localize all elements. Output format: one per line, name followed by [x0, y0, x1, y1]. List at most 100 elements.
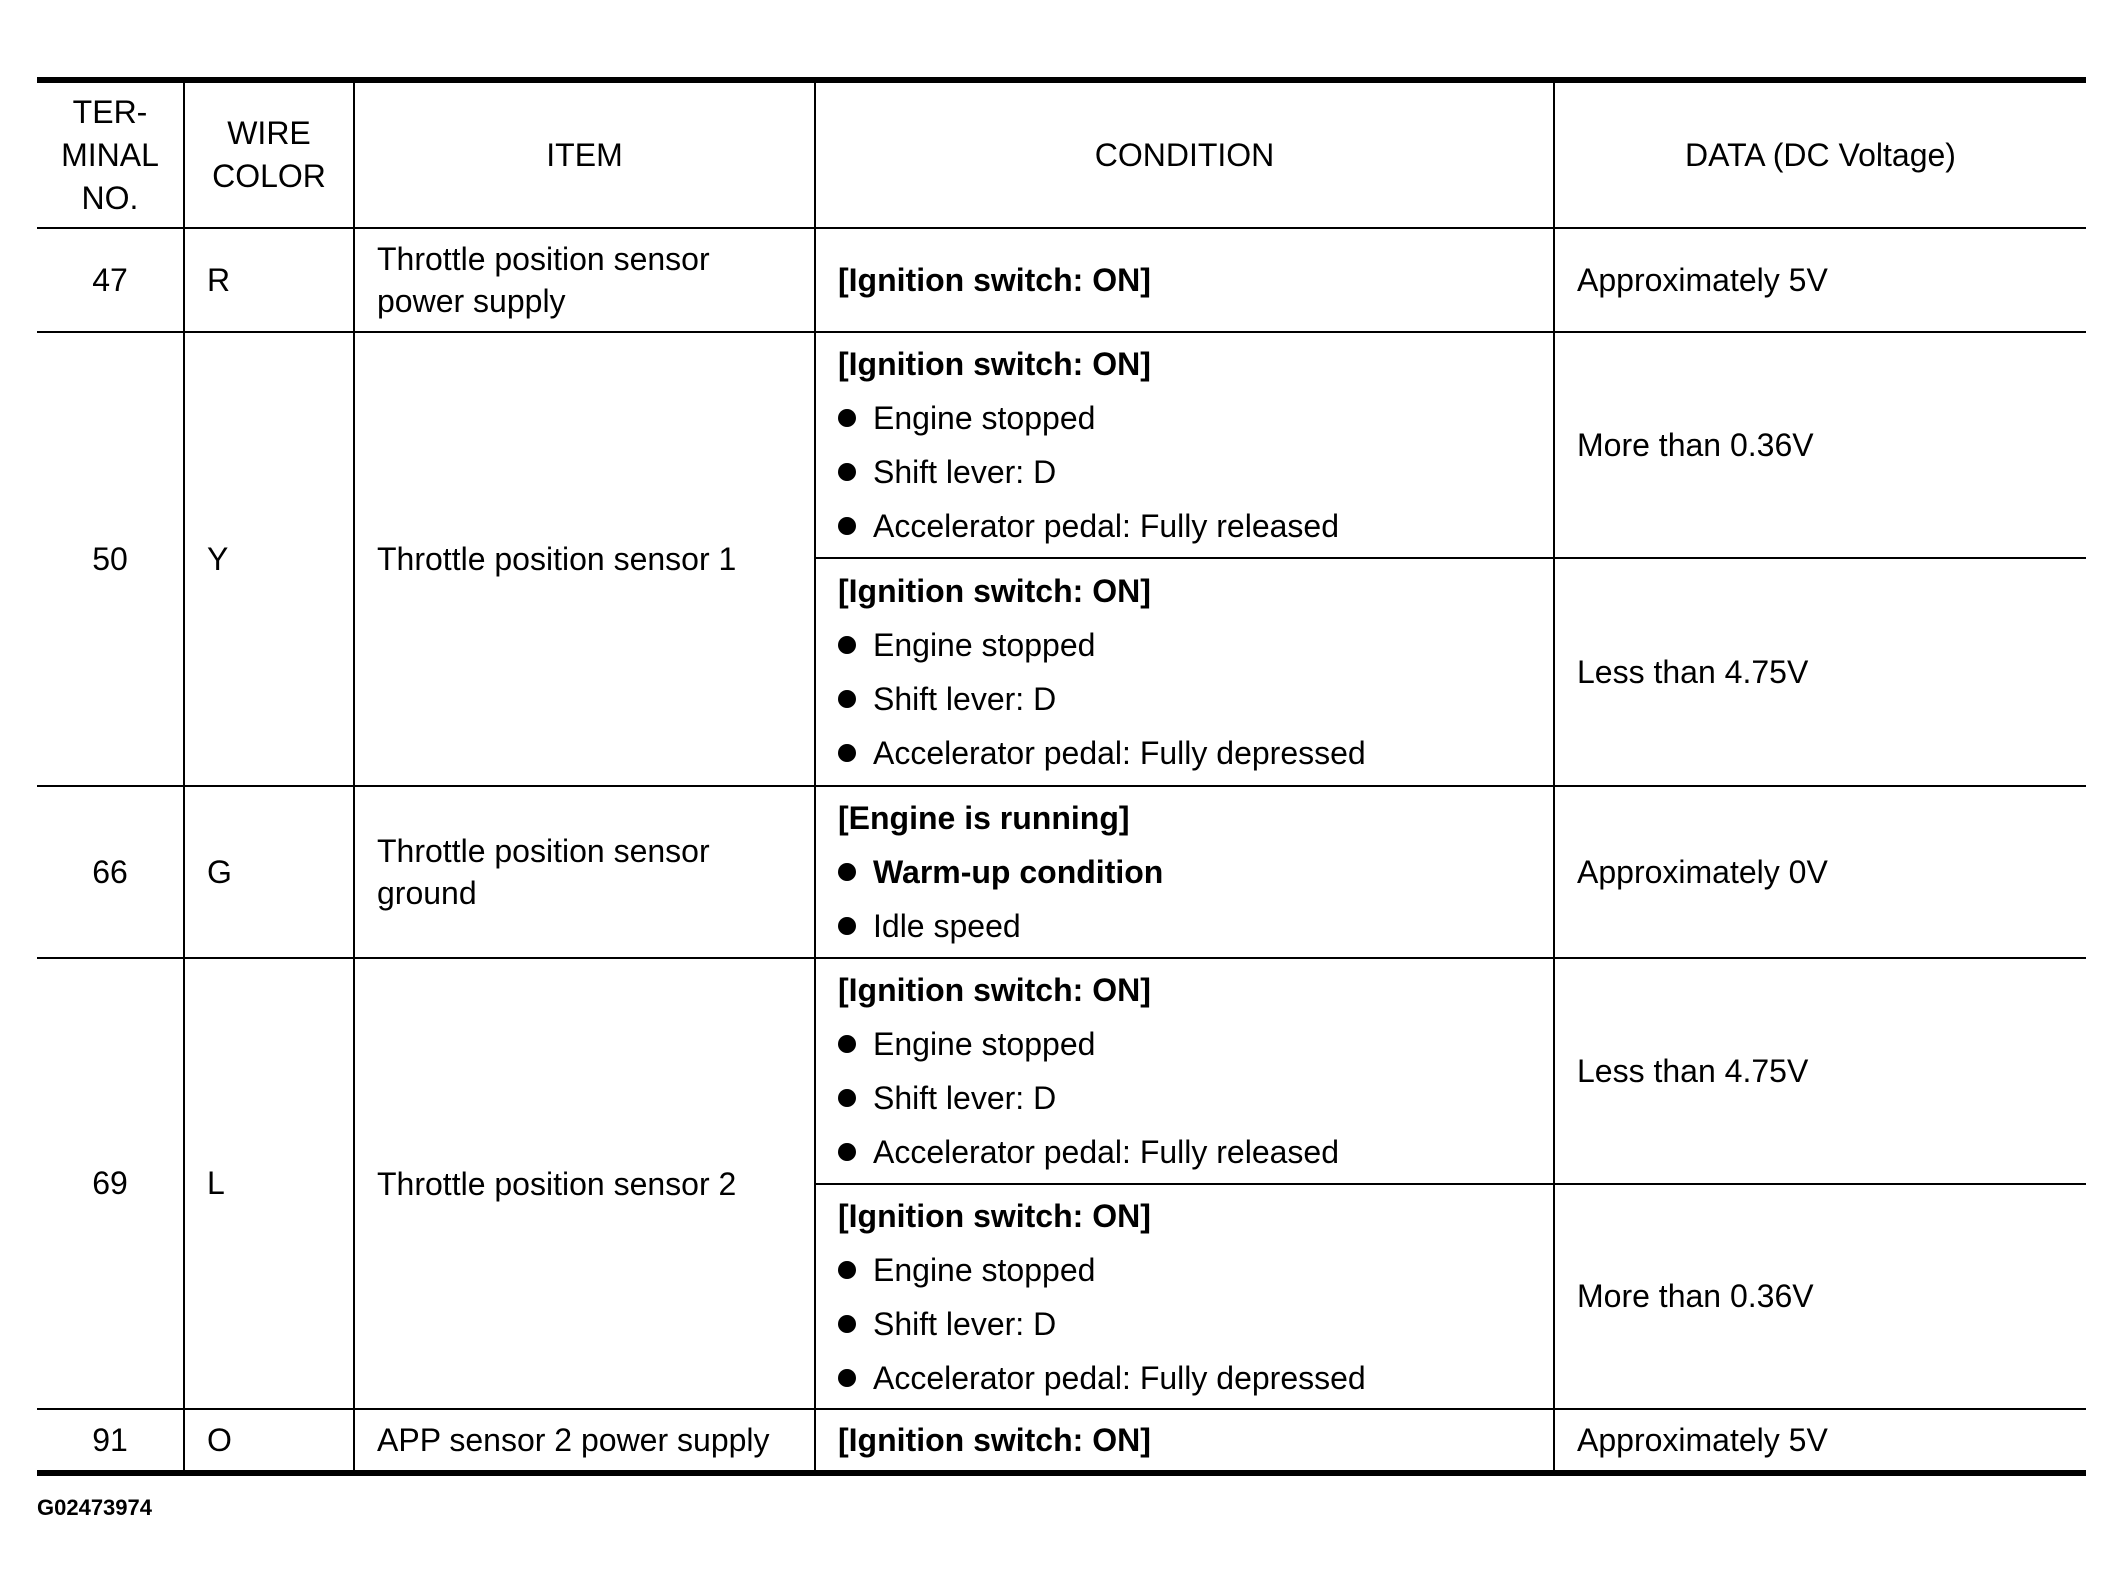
- wire-color-cell: O: [183, 1408, 355, 1476]
- header-row: TER- MINAL NO. WIRE COLOR ITEM CONDITION DA…: [37, 77, 2086, 229]
- bullet-icon: [838, 690, 856, 708]
- terminal-data-table: TER- MINAL NO. WIRE COLOR ITEM CONDITION DA…: [37, 77, 2086, 1476]
- item-line: power supply: [377, 283, 566, 319]
- condition-bullet: Shift lever: D: [838, 1297, 1553, 1351]
- wire-color-cell: Y: [183, 331, 355, 787]
- table-row: 69 L Throttle position sensor 2 [Ignition s…: [37, 957, 2086, 1410]
- item-cell: APP sensor 2 power supply: [353, 1408, 816, 1476]
- bullet-text: Engine stopped: [873, 400, 1096, 436]
- condition-bullet: Engine stopped: [838, 1017, 1553, 1071]
- header-item: ITEM: [353, 77, 816, 229]
- item-cell: Throttle position sensor ground: [353, 785, 816, 959]
- table-row: 91 O APP sensor 2 power supply [Ignition sw…: [37, 1408, 2086, 1476]
- condition-bullet: Engine stopped: [838, 391, 1553, 445]
- header-line: NO.: [81, 179, 139, 216]
- table-row: 47 R Throttle position sensor power supply […: [37, 227, 2086, 333]
- data-cell: Less than 4.75V: [1553, 957, 2086, 1185]
- bullet-icon: [838, 1314, 856, 1333]
- bullet-text: Shift lever: D: [873, 681, 1057, 717]
- data-cell: Less than 4.75V: [1553, 557, 2086, 787]
- condition-cell: [Ignition switch: ON] Engine stopped Shift…: [814, 331, 1555, 559]
- bullet-text: Warm-up condition: [873, 854, 1164, 890]
- condition-bullet: Accelerator pedal: Fully depressed: [838, 726, 1553, 780]
- header-line: MINAL: [61, 136, 159, 173]
- condition-header: [Ignition switch: ON]: [838, 1422, 1151, 1458]
- item-line: APP sensor 2 power supply: [377, 1422, 770, 1458]
- table-row: 66 G Throttle position sensor ground [Engine…: [37, 785, 2086, 959]
- terminal-cell: 91: [37, 1408, 185, 1476]
- item-cell: Throttle position sensor 1: [353, 331, 816, 787]
- table-row: [Ignition switch: ON] Engine stopped Shift…: [37, 1183, 2086, 1410]
- bullet-text: Accelerator pedal: Fully depressed: [873, 735, 1366, 771]
- item-line: Throttle position sensor 2: [377, 1165, 737, 1202]
- bullet-text: Shift lever: D: [873, 454, 1057, 490]
- header-condition: CONDITION: [814, 77, 1555, 229]
- bullet-text: Engine stopped: [873, 627, 1096, 663]
- header-line: COLOR: [212, 158, 326, 194]
- table-row: 50 Y Throttle position sensor 1 [Ignition s…: [37, 331, 2086, 787]
- condition-header: [Ignition switch: ON]: [838, 972, 1151, 1008]
- condition-cell: [Ignition switch: ON] Engine stopped Shift…: [814, 957, 1555, 1185]
- bullet-text: Engine stopped: [873, 1026, 1096, 1062]
- header-data: DATA (DC Voltage): [1553, 77, 2086, 229]
- bullet-text: Accelerator pedal: Fully depressed: [873, 1359, 1366, 1396]
- bullet-text: Engine stopped: [873, 1251, 1096, 1288]
- bullet-icon: [838, 1089, 856, 1107]
- condition-bullet: Accelerator pedal: Fully depressed: [838, 1351, 1553, 1405]
- condition-bullet: Engine stopped: [838, 1243, 1553, 1297]
- wire-color-cell: R: [183, 227, 355, 333]
- condition-bullet: Engine stopped: [838, 618, 1553, 672]
- bullet-text: Accelerator pedal: Fully released: [873, 508, 1340, 544]
- condition-cell: [Ignition switch: ON]: [814, 1408, 1555, 1476]
- bullet-icon: [838, 463, 856, 481]
- condition-bullet: Shift lever: D: [838, 672, 1553, 726]
- data-cell: Approximately 5V: [1553, 227, 2086, 333]
- bullet-text: Shift lever: D: [873, 1080, 1057, 1116]
- condition-cell: [Engine is running] Warm-up condition Idle…: [814, 785, 1555, 959]
- condition-header: [Ignition switch: ON]: [838, 346, 1151, 382]
- header-terminal: TER- MINAL NO.: [37, 77, 185, 229]
- condition-header: [Engine is running]: [838, 800, 1130, 836]
- condition-bullet: Warm-up condition: [838, 845, 1553, 899]
- condition-header: [Ignition switch: ON]: [838, 262, 1151, 298]
- terminal-cell: 66: [37, 785, 185, 959]
- data-cell: More than 0.36V: [1553, 1183, 2086, 1410]
- item-cell: Throttle position sensor power supply: [353, 227, 816, 333]
- table-row: [Ignition switch: ON] Engine stopped Shift…: [37, 557, 2086, 787]
- item-line: Throttle position sensor: [377, 833, 710, 869]
- wire-color-cell: L: [183, 957, 355, 1410]
- condition-bullet: Shift lever: D: [838, 1071, 1553, 1125]
- bullet-icon: [838, 517, 856, 535]
- header-wire-color: WIRE COLOR: [183, 77, 355, 229]
- bullet-icon: [838, 1035, 856, 1053]
- terminal-cell: 47: [37, 227, 185, 333]
- bullet-icon: [838, 1143, 856, 1161]
- condition-cell: [Ignition switch: ON] Engine stopped Shift…: [815, 1183, 1555, 1410]
- condition-bullet: Idle speed: [838, 899, 1553, 953]
- data-cell: More than 0.36V: [1553, 331, 2086, 559]
- bullet-icon: [838, 1368, 856, 1387]
- data-cell: Approximately 5V: [1553, 1408, 2086, 1476]
- condition-header: [Ignition switch: ON]: [838, 1197, 1151, 1234]
- condition-cell: [Ignition switch: ON] Engine stopped Shift…: [815, 557, 1555, 787]
- bullet-icon: [838, 917, 856, 935]
- terminal-cell: 69: [37, 957, 185, 1410]
- bullet-text: Shift lever: D: [873, 1305, 1057, 1342]
- terminal-cell: 50: [37, 331, 185, 787]
- condition-cell: [Ignition switch: ON]: [814, 227, 1555, 333]
- condition-bullet: Shift lever: D: [838, 445, 1553, 499]
- bullet-icon: [838, 1260, 856, 1279]
- data-cell: Approximately 0V: [1553, 785, 2086, 959]
- condition-header: [Ignition switch: ON]: [838, 573, 1151, 609]
- condition-bullet: Accelerator pedal: Fully released: [838, 499, 1553, 553]
- condition-bullet: Accelerator pedal: Fully released: [838, 1125, 1553, 1179]
- bullet-icon: [838, 409, 856, 427]
- header-line: TER-: [72, 93, 148, 130]
- bullet-text: Accelerator pedal: Fully released: [873, 1134, 1340, 1170]
- item-line: ground: [377, 875, 477, 911]
- header-line: WIRE: [227, 115, 311, 151]
- item-line: Throttle position sensor 1: [377, 541, 737, 577]
- bullet-icon: [838, 863, 856, 881]
- bullet-icon: [838, 636, 856, 654]
- wire-color-cell: G: [183, 785, 355, 959]
